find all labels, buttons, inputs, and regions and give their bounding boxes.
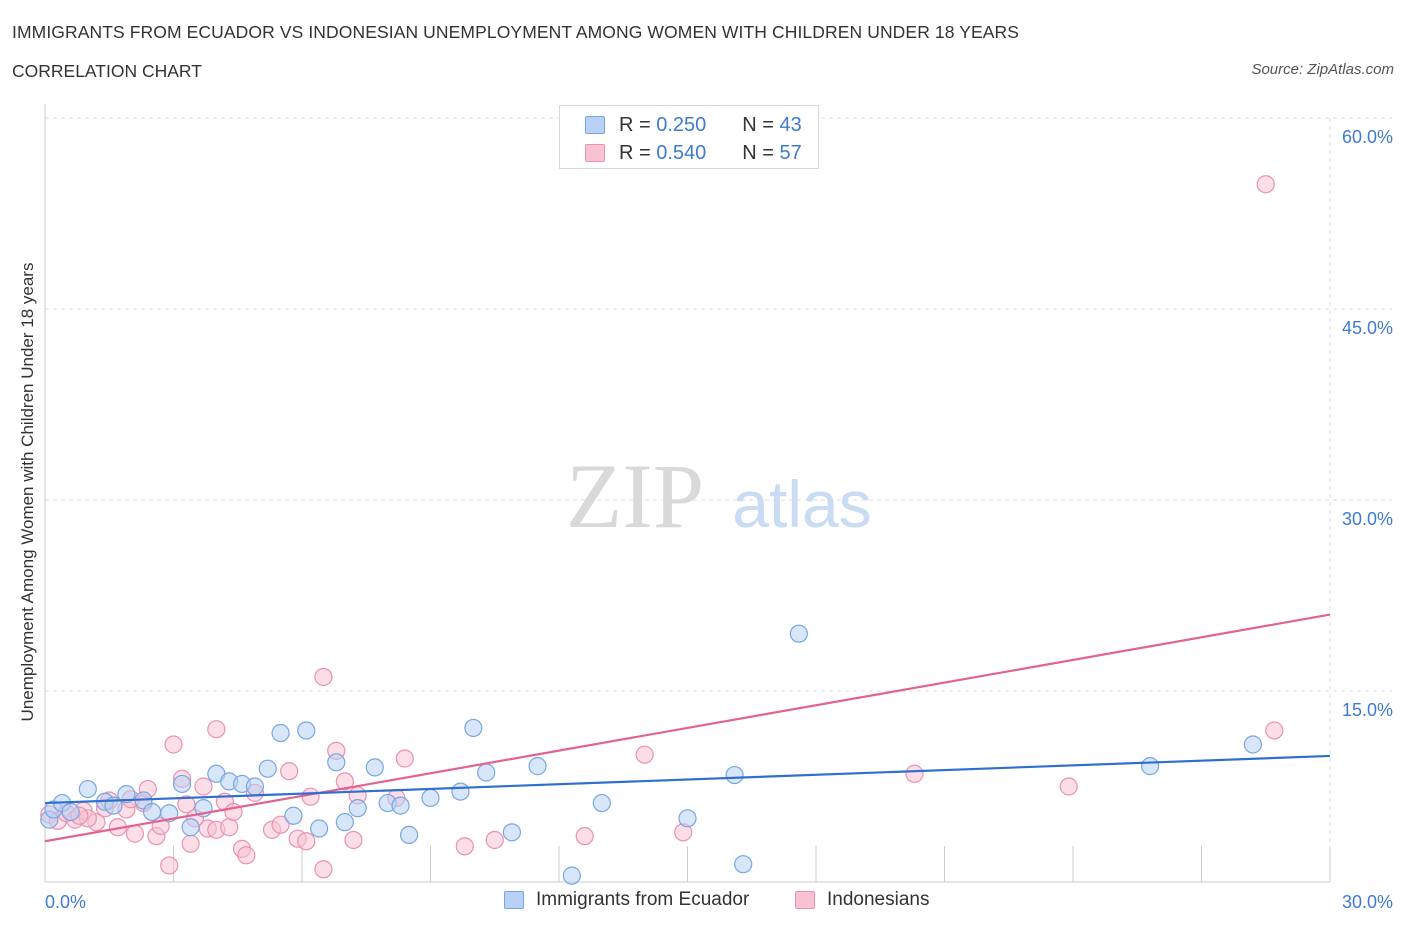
legend-n-value: 57 [779,141,802,164]
data-point-ecuador [477,763,496,782]
regression-line-indonesians [44,613,1331,843]
legend-r-label: R = [619,113,651,136]
data-point-ecuador [1140,757,1160,776]
x-tick-label: 0.0% [45,892,86,912]
data-point-ecuador [421,788,440,808]
chart-title: IMMIGRANTS FROM ECUADOR VS INDONESIAN UN… [12,22,1020,42]
data-point-indonesians [301,787,320,806]
bottom-legend-label: Immigrants from Ecuador [536,889,750,910]
data-point-ecuador [502,823,521,842]
data-point-ecuador [335,813,354,832]
series-ecuador [40,624,1263,885]
data-point-indonesians [125,824,145,843]
data-point-indonesians [335,772,354,791]
legend-n-label: N = [742,113,774,136]
data-point-indonesians [1059,777,1078,796]
y-tick-label: 60.0% [1342,127,1393,147]
chart-subtitle: CORRELATION CHART [12,61,202,81]
data-point-ecuador [310,819,329,838]
data-point-indonesians [297,832,316,851]
source-note: Source: ZipAtlas.com [1251,61,1394,78]
data-point-indonesians [207,720,226,739]
data-point-indonesians [1256,175,1275,194]
data-point-ecuador [678,809,697,828]
data-point-ecuador [1243,735,1263,754]
watermark: ZIP atlas [566,445,872,547]
data-point-ecuador [297,721,316,740]
legend-swatch-blue [585,116,605,134]
data-point-ecuador [451,782,470,801]
data-point-indonesians [344,830,363,850]
data-point-ecuador [271,723,290,743]
data-point-ecuador [284,806,303,825]
regression-line-ecuador [44,754,1331,805]
data-point-indonesians [905,764,924,783]
x-tick-label: 30.0% [1342,892,1393,912]
data-point-ecuador [391,796,410,815]
y-tick-label: 45.0% [1342,318,1393,338]
data-point-indonesians [271,815,290,834]
data-point-indonesians [237,846,256,865]
regression-lines [44,613,1331,843]
data-point-ecuador [399,825,419,844]
legend-r-value: 0.540 [656,141,707,164]
stats-legend: R = 0.250 N = 43 R = 0.540 N = 57 [559,105,819,169]
data-point-ecuador [142,802,162,822]
data-point-ecuador [78,779,97,799]
data-point-indonesians [455,837,474,856]
data-point-ecuador [725,765,744,785]
data-point-ecuador [528,757,547,776]
data-point-indonesians [194,777,213,796]
data-point-ecuador [562,866,581,885]
watermark-zip: ZIP [566,445,704,547]
data-point-ecuador [172,774,192,794]
data-point-indonesians [177,795,196,814]
watermark-atlas: atlas [732,467,871,541]
data-point-ecuador [734,855,753,874]
data-point-indonesians [314,860,333,879]
y-tick-label: 15.0% [1342,700,1393,720]
bottom-legend-ecuador: Immigrants from Ecuador [504,889,749,911]
data-point-ecuador [61,802,80,822]
data-point-ecuador [181,818,200,837]
data-point-ecuador [464,718,483,738]
legend-r-value: 0.250 [656,113,707,136]
data-point-indonesians [635,745,654,764]
data-point-ecuador [245,777,264,796]
data-point-indonesians [575,827,594,846]
data-point-ecuador [327,753,346,772]
data-point-indonesians [314,667,333,687]
y-axis-label: Unemployment Among Women with Children U… [18,263,37,722]
bottom-legend-swatch-blue [504,891,524,909]
tick-labels: 15.0% 30.0% 45.0% 60.0% 0.0% 30.0% [45,127,1393,912]
data-point-ecuador [117,785,136,804]
data-point-indonesians [164,735,183,754]
legend-n-label: N = [742,141,774,164]
bottom-legend-label: Indonesians [827,889,930,910]
data-point-ecuador [592,793,611,813]
legend-r-label: R = [619,141,651,164]
grid-lines [45,117,1392,882]
data-point-indonesians [395,749,414,768]
data-point-indonesians [160,856,179,875]
data-point-indonesians [280,762,299,781]
data-point-ecuador [365,758,384,777]
data-point-indonesians [1265,721,1284,740]
data-point-indonesians [220,818,239,837]
legend-row-ecuador: R = 0.250 N = 43 [585,113,802,137]
data-point-ecuador [258,759,277,778]
bottom-legend-indonesians: Indonesians [795,889,929,911]
data-point-indonesians [181,834,200,853]
bottom-legend-swatch-pink [795,891,815,909]
legend-n-value: 43 [779,113,802,136]
data-point-ecuador [789,624,808,643]
axes [44,104,1331,883]
data-point-ecuador [348,799,367,818]
legend-swatch-pink [585,144,605,162]
data-point-indonesians [485,830,504,850]
legend-row-indonesians: R = 0.540 N = 57 [585,141,802,165]
y-tick-label: 30.0% [1342,509,1393,529]
